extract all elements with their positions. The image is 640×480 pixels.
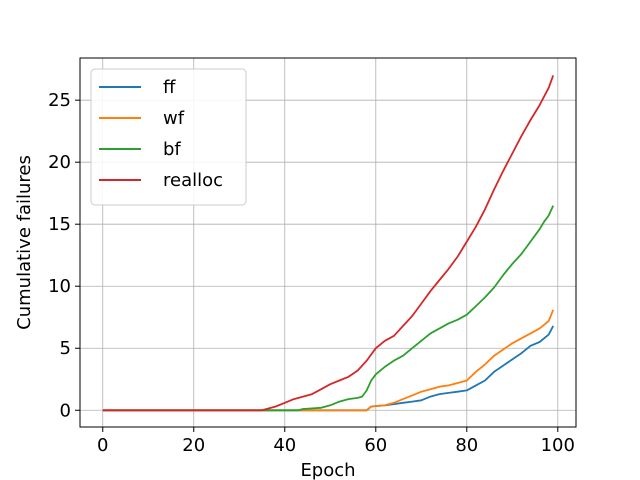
x-axis-label: Epoch <box>300 460 355 480</box>
x-tick-label: 80 <box>455 435 478 456</box>
legend-label-wf: wf <box>163 108 185 129</box>
series-lines <box>102 75 555 412</box>
series-line-realloc <box>102 75 555 412</box>
y-axis-label: Cumulative failures <box>14 155 35 330</box>
y-tick-label: 0 <box>60 400 71 421</box>
plot-frame <box>79 57 577 428</box>
y-tick-label: 15 <box>48 214 71 235</box>
y-tick-label: 10 <box>48 276 71 297</box>
series-line-bf <box>102 205 555 412</box>
x-tick-label: 100 <box>541 435 575 456</box>
y-tick-label: 25 <box>48 90 71 111</box>
legend-label-bf: bf <box>163 139 181 160</box>
series-line-ff <box>102 325 554 412</box>
legend-box <box>90 68 247 206</box>
legend-label-realloc: realloc <box>163 170 223 191</box>
y-tick-label: 5 <box>60 338 71 359</box>
x-tick-label: 20 <box>182 435 205 456</box>
x-tick-label: 40 <box>273 435 296 456</box>
axis-ticks: 0 20 40 60 80 100 0 5 10 15 20 25 <box>48 90 575 456</box>
legend-label-ff: ff <box>163 77 176 98</box>
x-tick-label: 0 <box>97 435 108 456</box>
x-tick-label: 60 <box>364 435 387 456</box>
y-tick-label: 20 <box>48 152 71 173</box>
series-line-wf <box>102 309 555 412</box>
legend: ff wf bf realloc <box>90 68 247 206</box>
